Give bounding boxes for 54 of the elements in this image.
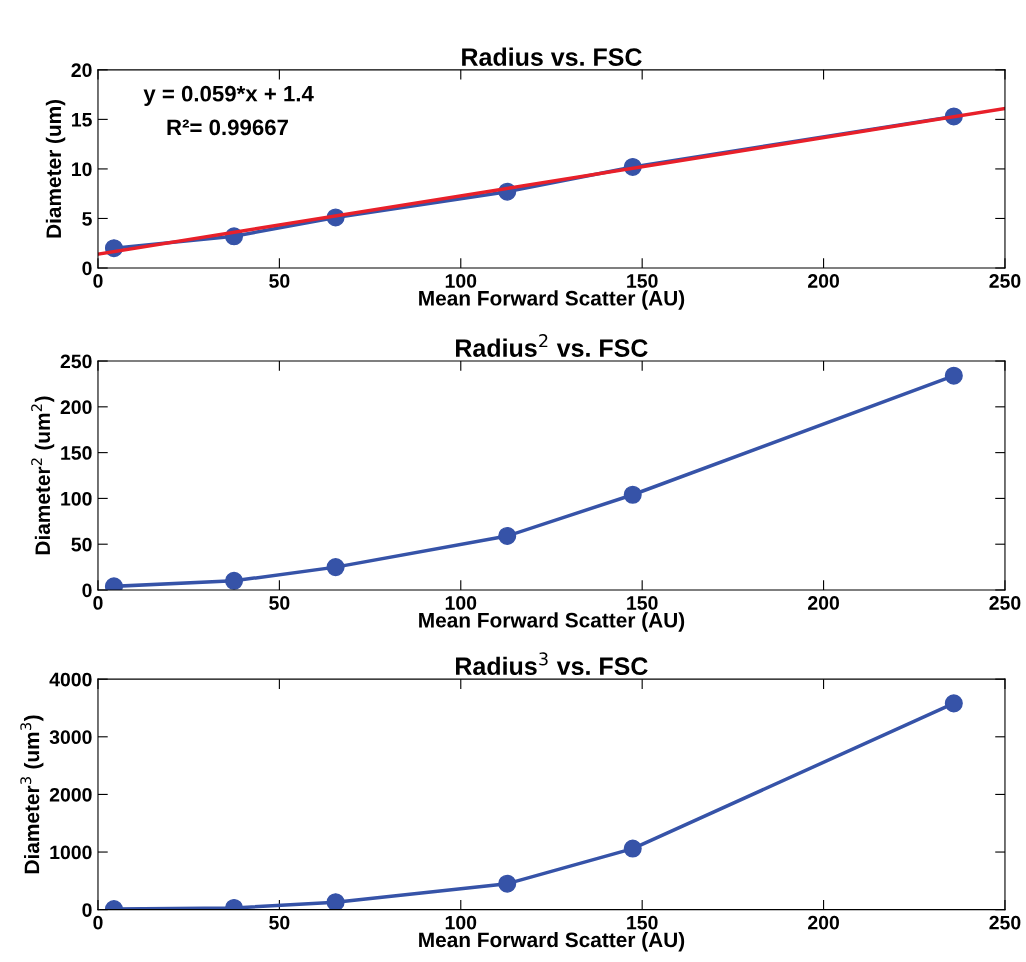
x-tick-label: 150	[627, 915, 658, 930]
x-tick-label: 50	[269, 596, 290, 610]
y-tick-label: 50	[71, 537, 92, 552]
x-tick-label: 100	[445, 915, 477, 930]
x-tick-label: 150	[627, 596, 658, 610]
x-tick-label: 200	[808, 915, 839, 930]
x-tick-label: 250	[989, 915, 1021, 930]
y-axis-title: Diameter (um)	[45, 99, 66, 238]
y-tick-label: 100	[61, 491, 92, 506]
point	[944, 366, 963, 385]
point	[498, 874, 517, 893]
y-tick-label: 20	[71, 63, 92, 78]
point	[225, 571, 244, 590]
x-tick-label: 0	[93, 915, 103, 930]
x-tick-label: 200	[808, 274, 839, 288]
x-tick-label: 50	[269, 274, 290, 288]
y-tick-label: 15	[72, 113, 92, 127]
x-tick-label: 0	[93, 596, 103, 610]
chart-title: Radius$^{3}$ vs. FSC	[456, 652, 648, 676]
y-tick-label: 250	[60, 354, 92, 369]
x-axis-title: Mean Forward Scatter (AU)	[419, 612, 685, 632]
y-tick-label: 3000	[49, 730, 92, 745]
chart-title: Radius$^{2}$ vs. FSC	[456, 334, 648, 357]
y-tick-label: 0	[82, 583, 92, 598]
annotation: R²= 0.99667	[167, 119, 288, 136]
y-tick-label: 150	[61, 446, 92, 460]
x-tick-label: 250	[989, 274, 1021, 288]
y-axis-title: Diameter$^{2}$ (um$^{2}$)	[31, 396, 55, 555]
point	[623, 485, 642, 504]
x-axis-title: Mean Forward Scatter (AU)	[419, 290, 685, 310]
point	[326, 893, 345, 910]
x-axis-title: Mean Forward Scatter (AU)	[419, 931, 685, 952]
x-tick-label: 250	[989, 596, 1021, 610]
y-tick-label: 1000	[50, 845, 92, 860]
annotation: y = 0.059*x + 1.4	[143, 85, 314, 106]
point	[326, 558, 345, 577]
x-tick-label: 0	[93, 274, 103, 288]
point	[623, 839, 642, 858]
y-tick-label: 0	[82, 903, 92, 917]
y-tick-label: 2000	[49, 787, 92, 802]
point	[944, 694, 963, 713]
chart-title: Radius vs. FSC	[462, 47, 642, 66]
y-tick-label: 200	[60, 400, 92, 415]
y-tick-label: 4000	[49, 672, 92, 687]
y-tick-label: 10	[72, 162, 92, 177]
x-tick-label: 200	[808, 596, 839, 610]
y-axis-title: Diameter$^{3}$ (um$^{3}$)	[20, 715, 44, 874]
point	[498, 526, 517, 545]
x-tick-label: 150	[627, 274, 658, 288]
x-tick-label: 50	[269, 915, 290, 930]
x-tick-label: 100	[445, 274, 477, 288]
y-tick-label: 0	[82, 261, 92, 276]
x-tick-label: 100	[445, 596, 477, 610]
y-tick-label: 5	[82, 212, 92, 226]
